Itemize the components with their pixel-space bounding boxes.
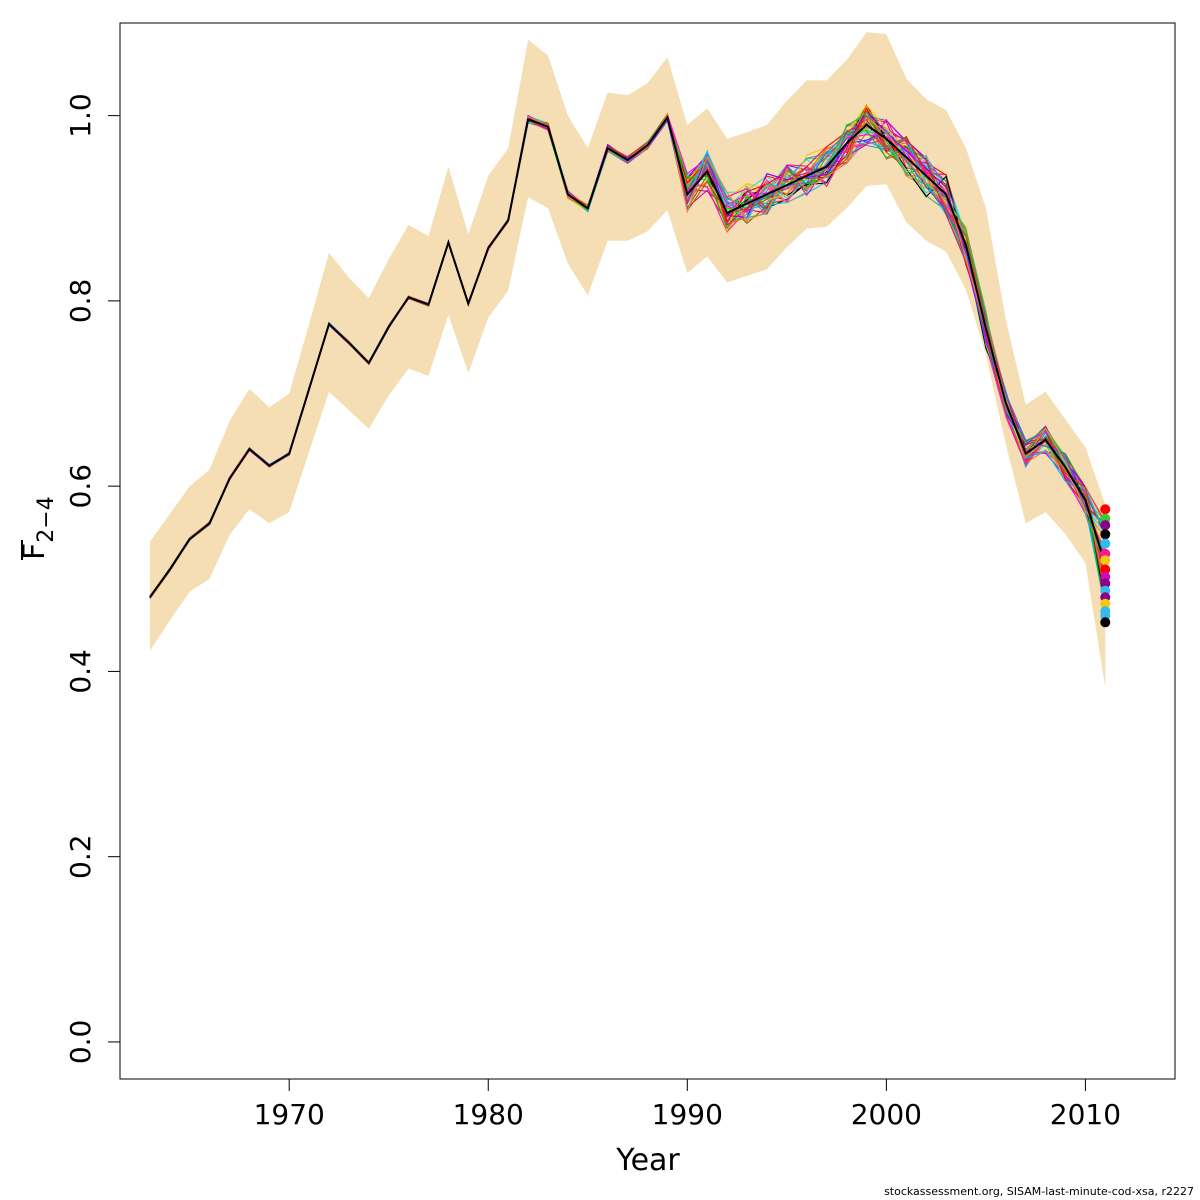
end-point-marker [1100, 520, 1111, 531]
end-point-marker [1100, 578, 1111, 589]
y-tick-label: 0.0 [64, 1020, 97, 1065]
x-axis-title: Year [615, 1143, 680, 1178]
x-tick-label: 1980 [453, 1098, 524, 1131]
end-point-marker [1100, 504, 1111, 515]
x-tick-label: 2010 [1050, 1098, 1121, 1131]
reference-series-line [149, 115, 1107, 598]
svg-text:F2−4: F2−4 [17, 496, 59, 560]
end-point-marker [1100, 598, 1111, 609]
x-axis: 1970 1980 1990 2000 2010 [254, 1078, 1121, 1131]
y-axis-title-subscript: 2−4 [34, 496, 59, 542]
end-point-marker [1100, 529, 1111, 540]
footer-credit: stockassessment.org, SISAM-last-minute-c… [884, 1185, 1194, 1198]
x-tick-label: 1990 [652, 1098, 723, 1131]
end-point-marker [1100, 538, 1111, 549]
y-tick-label: 0.4 [64, 649, 97, 694]
y-axis: 0.0 0.2 0.4 0.6 0.8 1.0 [64, 93, 121, 1065]
retro-series-lines [149, 104, 1107, 612]
y-tick-label: 0.2 [64, 834, 97, 879]
y-tick-label: 0.6 [64, 464, 97, 509]
y-tick-label: 1.0 [64, 93, 97, 138]
x-tick-label: 2000 [851, 1098, 922, 1131]
x-tick-label: 1970 [254, 1098, 325, 1131]
end-point-marker [1100, 617, 1111, 628]
y-tick-label: 0.8 [64, 279, 97, 324]
y-axis-title: F2−4 [17, 496, 59, 560]
end-points [1100, 504, 1111, 628]
y-axis-title-main: F [17, 543, 52, 560]
end-point-marker [1100, 555, 1111, 566]
end-point-marker [1100, 564, 1111, 575]
